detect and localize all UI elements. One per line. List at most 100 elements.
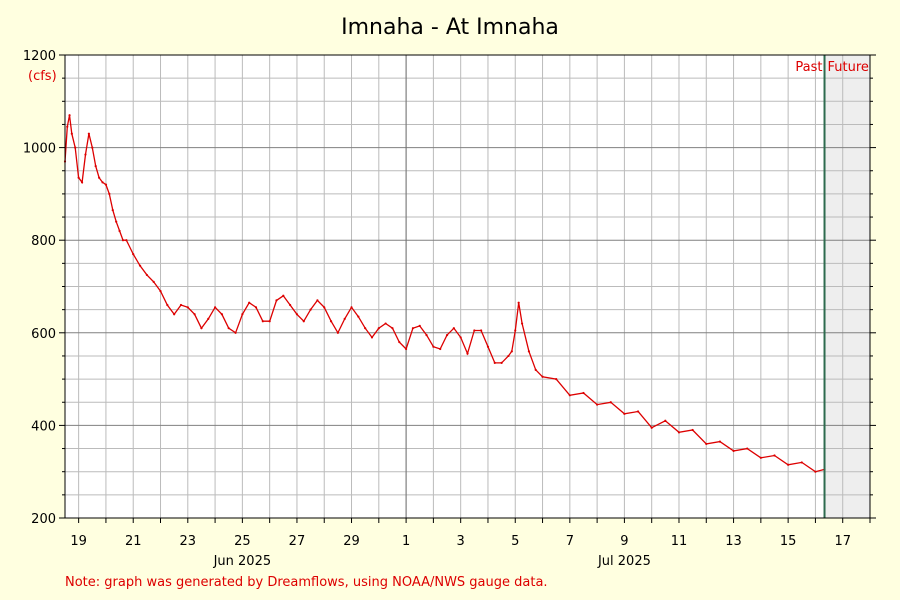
data-points [63, 114, 826, 473]
data-point [323, 306, 326, 309]
plot-frame [64, 54, 871, 519]
data-point [220, 313, 224, 316]
y-axis-unit: (cfs) [28, 69, 57, 84]
data-point [309, 308, 312, 311]
data-point [425, 334, 428, 337]
data-point [759, 456, 762, 459]
x-tick-label: 27 [289, 534, 306, 549]
x-tick-label: 5 [511, 534, 519, 549]
data-point [316, 299, 319, 302]
x-tick-label: 15 [780, 534, 797, 549]
x-tick-label: 13 [725, 534, 742, 549]
data-point [241, 313, 244, 316]
data-point [248, 301, 251, 304]
data-point [405, 347, 408, 351]
data-point [445, 334, 449, 337]
data-point [773, 454, 776, 457]
data-point [166, 303, 169, 307]
data-point [466, 352, 469, 355]
data-point [145, 273, 148, 277]
data-point [118, 229, 121, 233]
data-point [295, 313, 299, 316]
data-point [179, 303, 183, 307]
data-point [705, 442, 708, 446]
data-point [87, 132, 90, 135]
y-tick-label: 1000 [23, 142, 56, 157]
data-point [94, 165, 97, 168]
data-point [650, 426, 653, 429]
y-tick-label: 600 [31, 327, 56, 342]
x-tick-label: 29 [343, 534, 360, 549]
x-tick-label: 23 [180, 534, 197, 549]
data-point [500, 361, 503, 364]
series-line [64, 115, 825, 473]
data-point [213, 306, 217, 309]
x-tick-label: 7 [566, 534, 574, 549]
month-label: Jul 2025 [597, 554, 651, 569]
data-point [510, 350, 513, 353]
data-point [261, 320, 264, 323]
data-point [398, 340, 401, 344]
grid-lines [65, 54, 871, 519]
y-tick-label: 1200 [23, 49, 56, 64]
data-point [384, 322, 387, 325]
data-point [527, 350, 530, 353]
data-point [108, 192, 111, 195]
data-point [159, 290, 162, 293]
data-point [173, 313, 176, 316]
data-point [787, 463, 790, 466]
data-point [138, 264, 142, 267]
x-tick-label: 21 [125, 534, 142, 549]
data-point [302, 320, 305, 323]
data-point [418, 324, 421, 327]
month-label: Jun 2025 [213, 554, 272, 569]
data-point [343, 317, 346, 321]
data-point [70, 132, 73, 135]
data-point [74, 146, 77, 149]
data-point [517, 301, 520, 304]
data-point [514, 329, 517, 332]
data-point [507, 354, 510, 358]
data-point [814, 470, 817, 473]
data-point [84, 153, 87, 156]
data-point [186, 306, 189, 309]
x-tick-label: 17 [834, 534, 851, 549]
data-point [391, 327, 394, 330]
data-point [336, 331, 339, 334]
data-point [98, 176, 101, 179]
data-point [596, 403, 599, 406]
x-tick-label: 9 [620, 534, 628, 549]
data-point [329, 320, 333, 323]
y-tick-label: 400 [31, 419, 56, 434]
data-point [350, 306, 353, 309]
x-tick-label: 19 [70, 534, 87, 549]
data-point [534, 368, 537, 371]
data-point [77, 176, 80, 179]
data-point [68, 114, 71, 117]
data-point [493, 361, 496, 364]
data-point [132, 252, 135, 256]
data-point [732, 449, 735, 452]
month-labels: Jun 2025 Jul 2025 [213, 554, 651, 569]
data-point [370, 336, 374, 339]
data-point [473, 329, 476, 332]
data-point [200, 327, 203, 330]
data-point [411, 327, 415, 330]
data-point [80, 181, 84, 184]
data-point [582, 391, 585, 395]
data-point [623, 412, 626, 415]
data-point [459, 336, 462, 339]
data-point [268, 320, 271, 323]
footer-note: Note: graph was generated by Dreamflows,… [65, 575, 548, 590]
data-point [254, 306, 258, 309]
data-point [439, 347, 442, 351]
y-tick-label: 200 [31, 512, 56, 527]
data-point [377, 327, 380, 330]
data-point [664, 419, 667, 422]
data-point [452, 327, 455, 330]
data-point [282, 294, 285, 297]
data-point [541, 375, 544, 378]
data-point [91, 146, 94, 149]
x-tick-labels: 19 21 23 25 27 29 1 3 5 7 9 11 13 15 17 [70, 534, 851, 549]
